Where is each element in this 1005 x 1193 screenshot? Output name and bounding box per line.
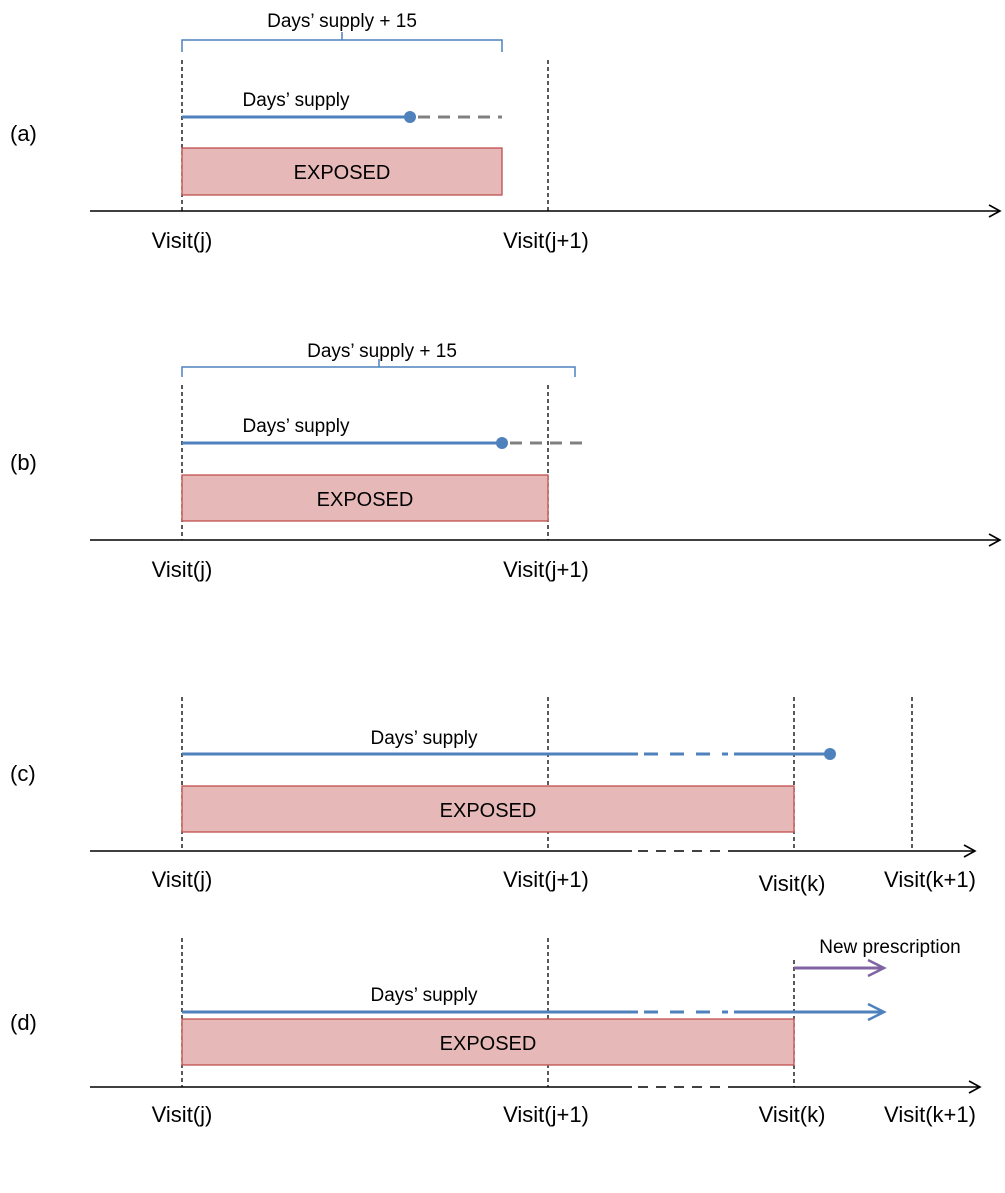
visit-j-label: Visit(j): [152, 228, 213, 253]
visit-j1-label: Visit(j+1): [503, 228, 589, 253]
exposed-box: [181, 1018, 795, 1066]
days-supply-arrowhead: [867, 1002, 887, 1022]
exposed-label: EXPOSED: [317, 489, 414, 511]
exposed-box: [181, 474, 549, 522]
visit-j1-label: Visit(j+1): [503, 867, 589, 892]
panel-label-b: (b): [10, 450, 37, 475]
days-supply-label: Days’ supply: [370, 728, 478, 749]
panel-d: (d) New prescription Days’ supply EXPOSE…: [10, 937, 982, 1127]
exposed-label: EXPOSED: [294, 162, 391, 184]
days-supply-plus-15-brace: [181, 32, 503, 52]
days-supply-label: Days’ supply: [242, 416, 350, 437]
supply-end-dot: [404, 111, 416, 123]
days-supply-label: Days’ supply: [370, 985, 478, 1006]
exposed-label: EXPOSED: [440, 800, 537, 822]
visit-k-label: Visit(k): [759, 871, 826, 896]
panel-c: (c) Days’ supply EXPOSED Visit(j) Visit(…: [10, 697, 977, 896]
panel-label-c: (c): [10, 761, 36, 786]
brace-label: Days’ supply + 15: [267, 11, 417, 32]
visit-j-label: Visit(j): [152, 1102, 213, 1127]
visit-j1-label: Visit(j+1): [503, 1102, 589, 1127]
new-prescription-label: New prescription: [819, 937, 961, 958]
supply-end-dot: [496, 437, 508, 449]
panel-b: (b) Days’ supply + 15 Days’ supply EXPOS…: [10, 341, 1002, 582]
panel-label-d: (d): [10, 1010, 37, 1035]
visit-k1-label: Visit(k+1): [884, 1102, 976, 1127]
visit-j1-label: Visit(j+1): [503, 557, 589, 582]
visit-j-label: Visit(j): [152, 557, 213, 582]
visit-k-label: Visit(k): [759, 1102, 826, 1127]
days-supply-label: Days’ supply: [242, 90, 350, 111]
visit-j-label: Visit(j): [152, 867, 213, 892]
brace-label: Days’ supply + 15: [307, 341, 457, 362]
exposed-label: EXPOSED: [440, 1033, 537, 1055]
exposed-box: [181, 147, 503, 196]
panel-label-a: (a): [10, 121, 37, 146]
exposed-box: [181, 785, 795, 833]
supply-end-dot: [824, 748, 836, 760]
panel-a: (a) Days’ supply + 15 Days’ supply EXPOS…: [10, 11, 1002, 253]
visit-k1-label: Visit(k+1): [884, 867, 976, 892]
new-prescription-arrowhead: [867, 958, 887, 978]
days-supply-plus-15-brace: [181, 359, 576, 377]
